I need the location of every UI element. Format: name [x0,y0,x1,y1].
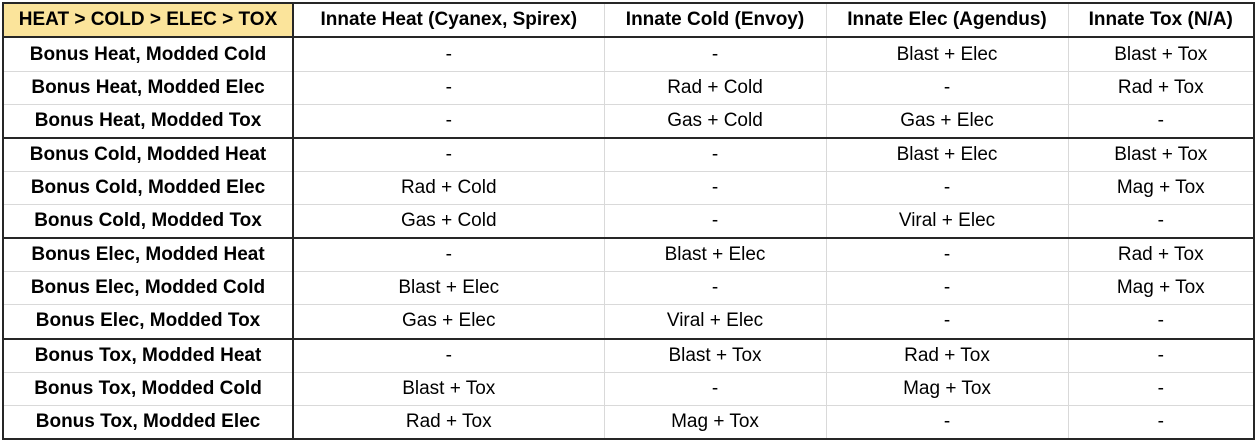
column-header-innate-tox: Innate Tox (N/A) [1067,2,1255,39]
table-row: Bonus Elec, Modded Tox Gas + Elec Viral … [2,304,1255,340]
column-header-innate-elec: Innate Elec (Agendus) [825,2,1069,39]
table-cell: Mag + Tox [603,404,827,440]
table-row: Bonus Tox, Modded Elec Rad + Tox Mag + T… [2,404,1255,440]
row-label: Bonus Cold, Modded Elec [2,171,294,205]
table-cell: - [292,137,605,172]
table-cell: Gas + Cold [292,203,605,240]
row-label: Bonus Cold, Modded Heat [2,137,294,172]
row-label: Bonus Cold, Modded Tox [2,203,294,240]
table-cell: - [603,137,827,172]
table-row: Bonus Cold, Modded Tox Gas + Cold - Vira… [2,203,1255,240]
table-cell: Blast + Tox [1067,137,1255,172]
table-row: Bonus Heat, Modded Elec - Rad + Cold - R… [2,70,1255,105]
table-cell: - [292,70,605,105]
row-label: Bonus Elec, Modded Tox [2,304,294,340]
table-row: Bonus Heat, Modded Tox - Gas + Cold Gas … [2,103,1255,139]
row-label: Bonus Tox, Modded Cold [2,371,294,406]
corner-header: HEAT > COLD > ELEC > TOX [2,2,294,39]
column-header-innate-heat: Innate Heat (Cyanex, Spirex) [292,2,605,39]
table-cell: - [825,271,1069,306]
table-cell: - [1067,304,1255,340]
table-cell: - [603,203,827,240]
table-cell: - [603,171,827,205]
column-header-innate-cold: Innate Cold (Envoy) [603,2,827,39]
table-cell: - [1067,103,1255,139]
row-label: Bonus Tox, Modded Heat [2,338,294,373]
table-cell: Mag + Tox [1067,171,1255,205]
table-cell: Mag + Tox [825,371,1069,406]
table-cell: Blast + Tox [603,338,827,373]
table-cell: - [1067,338,1255,373]
table-cell: Gas + Elec [825,103,1069,139]
table-cell: Rad + Tox [1067,237,1255,273]
table-cell: Mag + Tox [1067,271,1255,306]
table-cell: Rad + Tox [825,338,1069,373]
table-row: Bonus Cold, Modded Heat - - Blast + Elec… [2,137,1255,172]
table-cell: - [825,237,1069,273]
table-cell: - [292,36,605,72]
table-cell: Blast + Elec [292,271,605,306]
row-label: Bonus Elec, Modded Cold [2,271,294,306]
table-cell: Rad + Tox [292,404,605,440]
table-cell: Rad + Cold [603,70,827,105]
row-label: Bonus Elec, Modded Heat [2,237,294,273]
table-cell: - [1067,371,1255,406]
table-row: Bonus Elec, Modded Cold Blast + Elec - -… [2,271,1255,306]
table-cell: - [825,171,1069,205]
table-cell: Blast + Tox [1067,36,1255,72]
header-row: HEAT > COLD > ELEC > TOX Innate Heat (Cy… [2,2,1255,39]
table-cell: Gas + Elec [292,304,605,340]
table-cell: Blast + Elec [603,237,827,273]
table-cell: - [1067,203,1255,240]
row-label: Bonus Heat, Modded Tox [2,103,294,139]
table-cell: - [825,70,1069,105]
row-label: Bonus Heat, Modded Cold [2,36,294,72]
table-cell: - [292,338,605,373]
table-cell: - [292,237,605,273]
table-cell: - [603,271,827,306]
table-row: Bonus Elec, Modded Heat - Blast + Elec -… [2,237,1255,273]
table-row: Bonus Tox, Modded Heat - Blast + Tox Rad… [2,338,1255,373]
table-cell: Blast + Tox [292,371,605,406]
table-cell: Rad + Cold [292,171,605,205]
row-label: Bonus Heat, Modded Elec [2,70,294,105]
table-cell: Gas + Cold [603,103,827,139]
table-cell: Blast + Elec [825,36,1069,72]
table-row: Bonus Heat, Modded Cold - - Blast + Elec… [2,36,1255,72]
table-row: Bonus Cold, Modded Elec Rad + Cold - - M… [2,171,1255,205]
table-row: Bonus Tox, Modded Cold Blast + Tox - Mag… [2,371,1255,406]
table-cell: - [1067,404,1255,440]
table-cell: Rad + Tox [1067,70,1255,105]
table-cell: - [825,304,1069,340]
table-cell: Blast + Elec [825,137,1069,172]
row-label: Bonus Tox, Modded Elec [2,404,294,440]
table-cell: - [603,36,827,72]
table-cell: - [292,103,605,139]
table-cell: Viral + Elec [603,304,827,340]
table-cell: Viral + Elec [825,203,1069,240]
table-cell: - [825,404,1069,440]
table-cell: - [603,371,827,406]
